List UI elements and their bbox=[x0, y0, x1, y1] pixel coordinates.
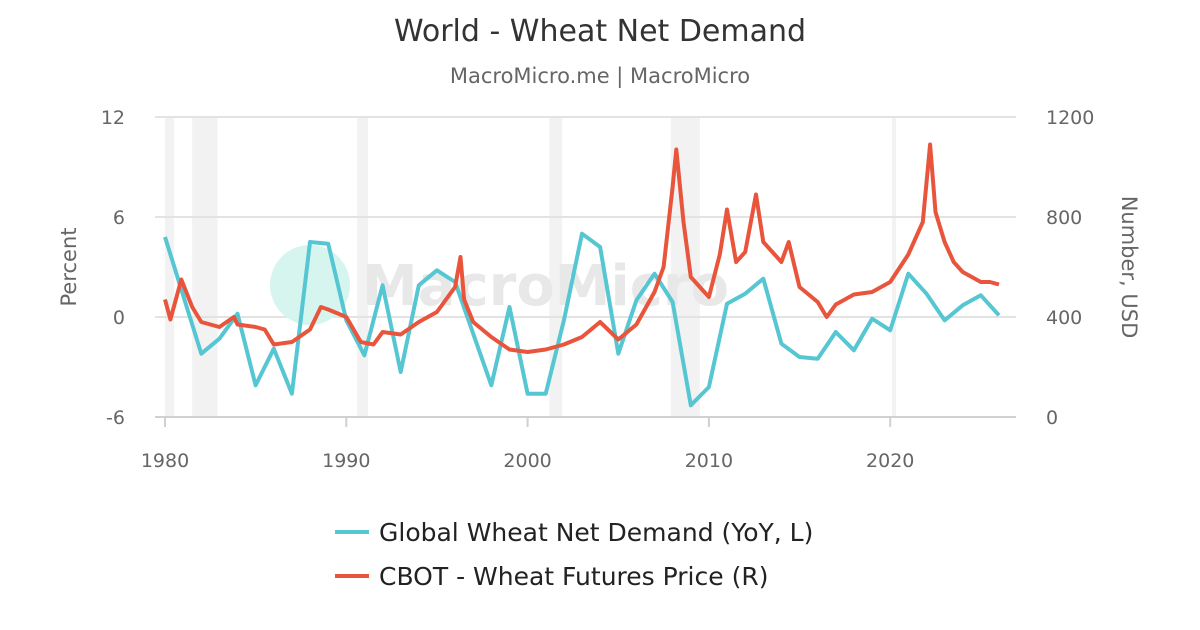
recession-band bbox=[892, 117, 897, 417]
recession-band bbox=[192, 117, 218, 417]
y-left-axis-label: Percent bbox=[57, 227, 81, 306]
legend-label: CBOT - Wheat Futures Price (R) bbox=[379, 561, 769, 591]
x-tick-label: 1990 bbox=[322, 450, 370, 472]
x-tick-label: 2000 bbox=[503, 450, 551, 472]
watermark-logo bbox=[270, 245, 350, 325]
legend-item-net-demand[interactable]: Global Wheat Net Demand (YoY, L) bbox=[335, 510, 813, 554]
y-right-tick-label: 0 bbox=[1046, 407, 1058, 429]
y-left-tick-label: 6 bbox=[113, 207, 125, 229]
y-right-tick-label: 800 bbox=[1046, 207, 1082, 229]
y-left-tick-label: -6 bbox=[106, 407, 125, 429]
x-tick-label: 1980 bbox=[141, 450, 189, 472]
y-right-tick-label: 1200 bbox=[1046, 107, 1094, 129]
recession-band bbox=[165, 117, 175, 417]
x-tick-label: 2010 bbox=[685, 450, 733, 472]
x-tick-label: 2020 bbox=[866, 450, 914, 472]
legend-item-wheat-price[interactable]: CBOT - Wheat Futures Price (R) bbox=[335, 554, 813, 598]
watermark-text: MacroMicro bbox=[362, 254, 729, 319]
chart-title: World - Wheat Net Demand bbox=[393, 14, 807, 49]
y-right-tick-label: 400 bbox=[1046, 307, 1082, 329]
recession-band bbox=[357, 117, 369, 417]
legend: Global Wheat Net Demand (YoY, L) CBOT - … bbox=[335, 510, 813, 598]
series-line-net-demand bbox=[163, 231, 1001, 408]
legend-label: Global Wheat Net Demand (YoY, L) bbox=[379, 517, 814, 547]
y-left-tick-label: 0 bbox=[113, 307, 125, 329]
legend-swatch bbox=[335, 574, 369, 578]
y-left-tick-label: 12 bbox=[101, 107, 125, 129]
legend-swatch bbox=[335, 530, 369, 534]
chart-subtitle: MacroMicro.me | MacroMicro bbox=[449, 64, 751, 88]
y-right-axis-label: Number, USD bbox=[1117, 196, 1141, 339]
